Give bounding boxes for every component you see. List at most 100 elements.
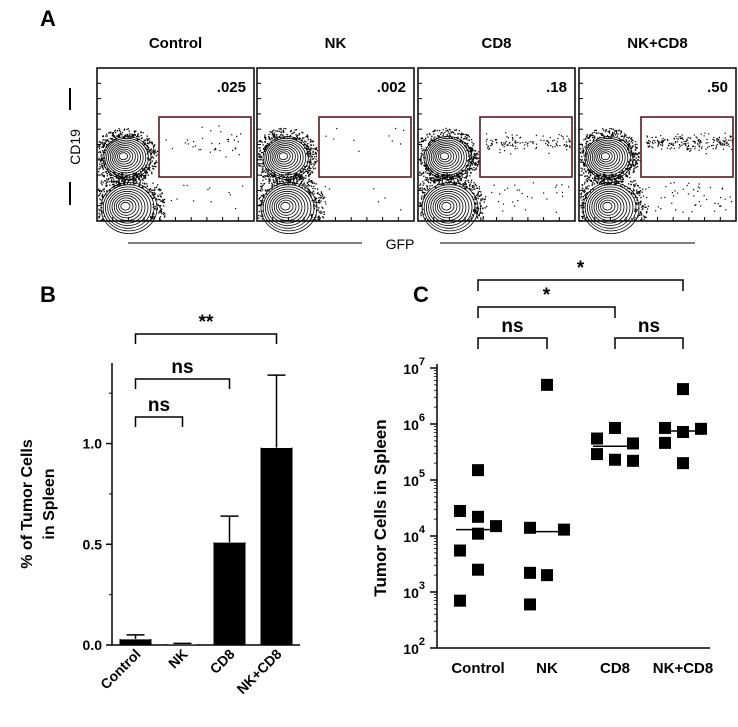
flow-events xyxy=(258,127,405,222)
x-tick-label: CD8 xyxy=(600,660,630,677)
y-tick-label: 107 xyxy=(403,356,425,377)
flow-title-3: NK+CD8 xyxy=(627,35,687,52)
significance-label: ns xyxy=(501,316,523,337)
flow-plot-3: .50 xyxy=(578,67,737,234)
y-tick-exponent: 7 xyxy=(419,356,425,368)
y-tick-base: 10 xyxy=(403,417,419,433)
data-point xyxy=(558,523,570,536)
flow-titles: Control NK CD8 NK+CD8 xyxy=(149,35,688,52)
flow-title-2: CD8 xyxy=(481,35,511,52)
bar-NK+CD8 xyxy=(260,447,293,645)
y-axis-title: % of Tumor Cells in Spleen xyxy=(19,439,58,569)
y-tick-label: 104 xyxy=(403,524,426,545)
y-tick-base: 10 xyxy=(403,361,419,377)
significance-bracket xyxy=(134,333,278,344)
data-point xyxy=(454,594,466,607)
panel-b-letter: B xyxy=(40,282,56,307)
flow-x-label: GFP xyxy=(386,236,415,252)
data-point xyxy=(677,457,689,470)
flow-y-axis: CD19 xyxy=(67,88,83,205)
y-tick-label: 0.0 xyxy=(83,637,103,653)
x-tick-label: Control xyxy=(97,646,144,693)
bar-CD8 xyxy=(213,542,246,645)
flow-plot-2: .18 xyxy=(417,67,576,234)
panel-a-letter: A xyxy=(40,6,56,31)
y-axis-title-line1: % of Tumor Cells xyxy=(19,439,36,569)
significance-bracket xyxy=(614,337,684,349)
y-tick-exponent: 6 xyxy=(419,412,425,424)
flow-title-1: NK xyxy=(325,35,347,52)
y-axis-title-line2: in Spleen xyxy=(41,468,58,539)
flow-events xyxy=(98,125,252,222)
data-point xyxy=(524,566,536,579)
data-point xyxy=(472,510,484,523)
x-tick-label: CD8 xyxy=(206,646,237,677)
data-point xyxy=(591,448,603,461)
y-tick-label: 102 xyxy=(403,636,425,657)
data-point xyxy=(677,383,689,396)
significance-label: ns xyxy=(148,395,170,416)
y-tick-base: 10 xyxy=(403,473,419,489)
x-tick-label: Control xyxy=(451,660,504,677)
flow-events xyxy=(419,127,573,222)
data-point xyxy=(524,598,536,611)
significance-label: ns xyxy=(171,357,193,378)
significance-bracket xyxy=(477,279,684,291)
significance-label: * xyxy=(577,258,585,279)
flow-gate-percent: .025 xyxy=(217,79,246,96)
data-point xyxy=(609,421,621,434)
data-point xyxy=(541,569,553,582)
x-tick-label: NK xyxy=(165,646,191,672)
flow-gate xyxy=(318,116,412,178)
data-point xyxy=(677,425,689,438)
data-point xyxy=(591,432,603,445)
y-tick-label: 103 xyxy=(403,580,425,601)
data-point xyxy=(659,436,671,449)
data-point xyxy=(627,454,639,467)
data-point xyxy=(627,437,639,450)
data-point xyxy=(454,504,466,517)
y-tick-base: 10 xyxy=(403,641,419,657)
y-tick-exponent: 3 xyxy=(419,580,425,592)
y-tick-label: 106 xyxy=(403,412,425,433)
flow-gate-percent: .002 xyxy=(377,79,406,96)
significance-bracket xyxy=(477,337,548,349)
data-point xyxy=(659,421,671,434)
bar-Control xyxy=(119,638,152,645)
flow-plot-frame xyxy=(417,67,576,222)
flow-plot-1: .002 xyxy=(256,67,415,234)
y-tick-exponent: 2 xyxy=(419,636,425,648)
data-point xyxy=(472,464,484,477)
x-tick-label: NK+CD8 xyxy=(233,646,284,697)
flow-y-label: CD19 xyxy=(67,129,83,165)
significance-label: ns xyxy=(638,316,660,337)
flow-plot-frame xyxy=(96,67,255,222)
panel-c-letter: C xyxy=(413,282,429,307)
flow-plot-frame xyxy=(256,67,415,222)
data-point xyxy=(454,544,466,557)
flow-plot-0: .025 xyxy=(96,67,255,234)
significance-label: ** xyxy=(199,312,214,333)
flow-events xyxy=(580,127,735,222)
bar-NK xyxy=(166,643,199,645)
significance-label: * xyxy=(543,285,551,306)
flow-plots: .025 .002 .18 .50 xyxy=(96,67,737,234)
significance-bracket xyxy=(134,416,184,427)
flow-title-0: Control xyxy=(149,35,202,52)
y-tick-exponent: 4 xyxy=(419,524,426,536)
y-tick-label: 105 xyxy=(403,468,425,489)
x-tick-label: NK xyxy=(536,660,558,677)
y-axis-title: Tumor Cells in Spleen xyxy=(371,419,390,596)
x-tick-label: NK+CD8 xyxy=(653,660,713,677)
flow-x-axis: GFP xyxy=(128,236,695,252)
flow-gate-percent: .50 xyxy=(707,79,728,96)
y-tick-exponent: 5 xyxy=(419,468,425,480)
y-tick-base: 10 xyxy=(403,585,419,601)
significance-bracket xyxy=(134,378,231,389)
flow-gate xyxy=(640,116,734,178)
flow-gate xyxy=(479,116,573,178)
data-point xyxy=(541,378,553,391)
